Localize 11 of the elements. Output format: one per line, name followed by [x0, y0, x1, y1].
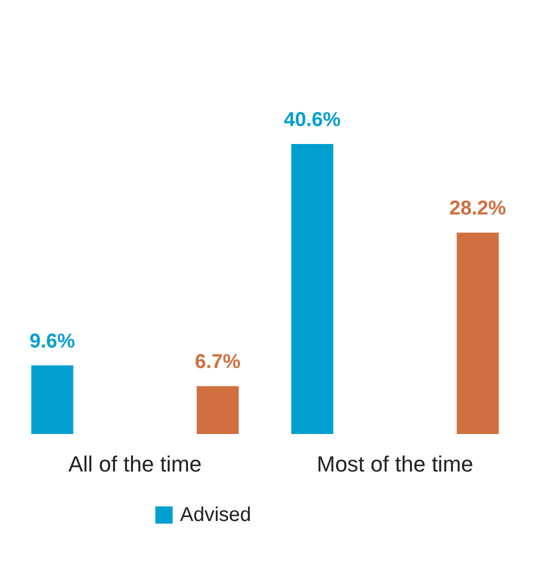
x-tick-label: All of the time [68, 452, 202, 476]
data-label: 40.6% [284, 109, 341, 131]
x-tick-label: Most of the time [316, 452, 474, 476]
data-label: 9.6% [29, 330, 76, 352]
data-label: 28.2% [449, 198, 506, 220]
bar [31, 365, 74, 434]
bar [456, 232, 499, 434]
bar [291, 144, 334, 434]
data-label: 6.7% [194, 351, 241, 374]
legend-label: Advised [180, 504, 252, 526]
bar [196, 386, 239, 434]
